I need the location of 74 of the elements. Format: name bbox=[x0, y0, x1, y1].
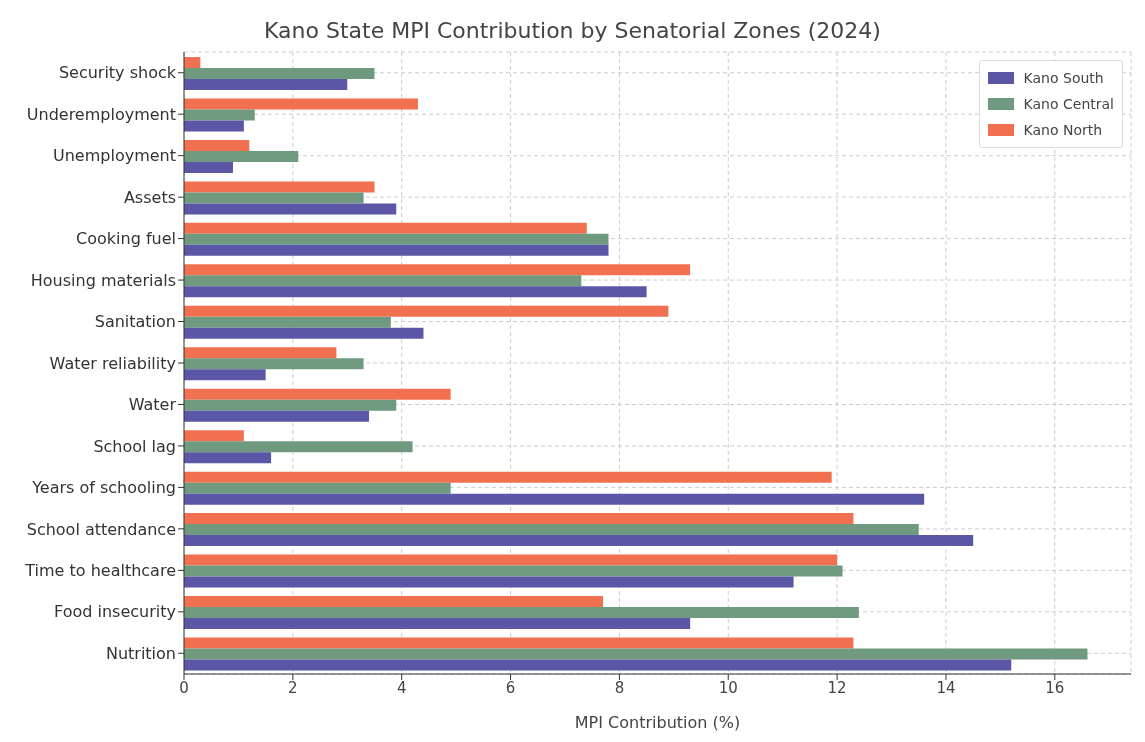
bar bbox=[184, 471, 832, 483]
x-tick-label: 2 bbox=[288, 678, 298, 697]
x-tick-label: 16 bbox=[1045, 678, 1065, 697]
bar bbox=[184, 222, 587, 234]
bar bbox=[184, 139, 250, 151]
bar bbox=[184, 618, 691, 630]
y-tick-label: Unemployment bbox=[53, 146, 176, 166]
y-tick-label: Assets bbox=[123, 187, 176, 207]
bar bbox=[184, 244, 609, 256]
x-tick-label: 14 bbox=[936, 678, 956, 697]
bar bbox=[184, 659, 1012, 671]
bar bbox=[184, 441, 413, 453]
bar bbox=[184, 327, 424, 339]
x-tick-label: 8 bbox=[614, 678, 625, 697]
bar bbox=[184, 535, 974, 547]
bar bbox=[184, 56, 201, 68]
bar bbox=[184, 524, 919, 536]
bar bbox=[184, 305, 669, 317]
y-tick-label: Sanitation bbox=[94, 312, 176, 332]
bar bbox=[184, 264, 691, 276]
bar bbox=[184, 347, 337, 359]
bar bbox=[184, 576, 794, 588]
bar bbox=[184, 161, 233, 173]
y-tick-label: School attendance bbox=[26, 519, 176, 539]
bar bbox=[184, 316, 391, 328]
bar bbox=[184, 275, 582, 287]
bar bbox=[184, 120, 244, 132]
y-tick-label: Food insecurity bbox=[54, 602, 176, 622]
bar bbox=[184, 482, 451, 494]
bar bbox=[184, 565, 843, 577]
bar bbox=[184, 98, 419, 110]
y-tick-label: Cooking fuel bbox=[76, 229, 176, 249]
bar bbox=[184, 430, 244, 442]
legend-label: Kano South bbox=[1023, 70, 1104, 86]
bar bbox=[184, 493, 925, 505]
bar bbox=[184, 410, 370, 422]
bar bbox=[184, 596, 604, 608]
bar bbox=[184, 648, 1088, 660]
chart-title: Kano State MPI Contribution by Senatorial Zones (2024) bbox=[263, 18, 882, 43]
bar bbox=[184, 78, 348, 90]
bar bbox=[184, 150, 299, 162]
y-tick-label: Security shock bbox=[58, 63, 177, 83]
bar bbox=[184, 388, 451, 400]
bar bbox=[184, 607, 859, 619]
x-tick-label: 10 bbox=[718, 678, 738, 697]
x-tick-label: 0 bbox=[179, 678, 189, 697]
bar bbox=[184, 203, 397, 215]
legend-label: Kano Central bbox=[1023, 96, 1114, 112]
x-tick-label: 6 bbox=[505, 678, 516, 697]
y-tick-label: Years of schooling bbox=[31, 478, 176, 498]
x-tick-label: 12 bbox=[827, 678, 847, 697]
bar bbox=[184, 181, 375, 193]
bar bbox=[184, 513, 854, 525]
y-tick-label: Water reliability bbox=[49, 353, 176, 373]
bar bbox=[184, 67, 375, 79]
x-tick-label: 4 bbox=[396, 678, 407, 697]
x-axis-title: MPI Contribution (%) bbox=[574, 713, 741, 732]
y-tick-label: Time to healthcare bbox=[24, 561, 176, 581]
y-tick-label: Nutrition bbox=[105, 643, 176, 663]
bar bbox=[184, 192, 364, 204]
y-tick-label: Housing materials bbox=[30, 270, 176, 290]
y-tick-label: Underemployment bbox=[26, 104, 176, 124]
bar bbox=[184, 637, 854, 649]
y-tick-label: Water bbox=[128, 395, 177, 415]
bar bbox=[184, 452, 272, 464]
y-tick-label: School lag bbox=[93, 436, 176, 456]
bar bbox=[184, 554, 838, 566]
bar bbox=[184, 358, 364, 370]
bar bbox=[184, 369, 266, 381]
bar bbox=[184, 233, 609, 245]
bar bbox=[184, 109, 255, 121]
legend-label: Kano North bbox=[1023, 122, 1103, 138]
bar bbox=[184, 286, 647, 298]
bar bbox=[184, 399, 397, 411]
